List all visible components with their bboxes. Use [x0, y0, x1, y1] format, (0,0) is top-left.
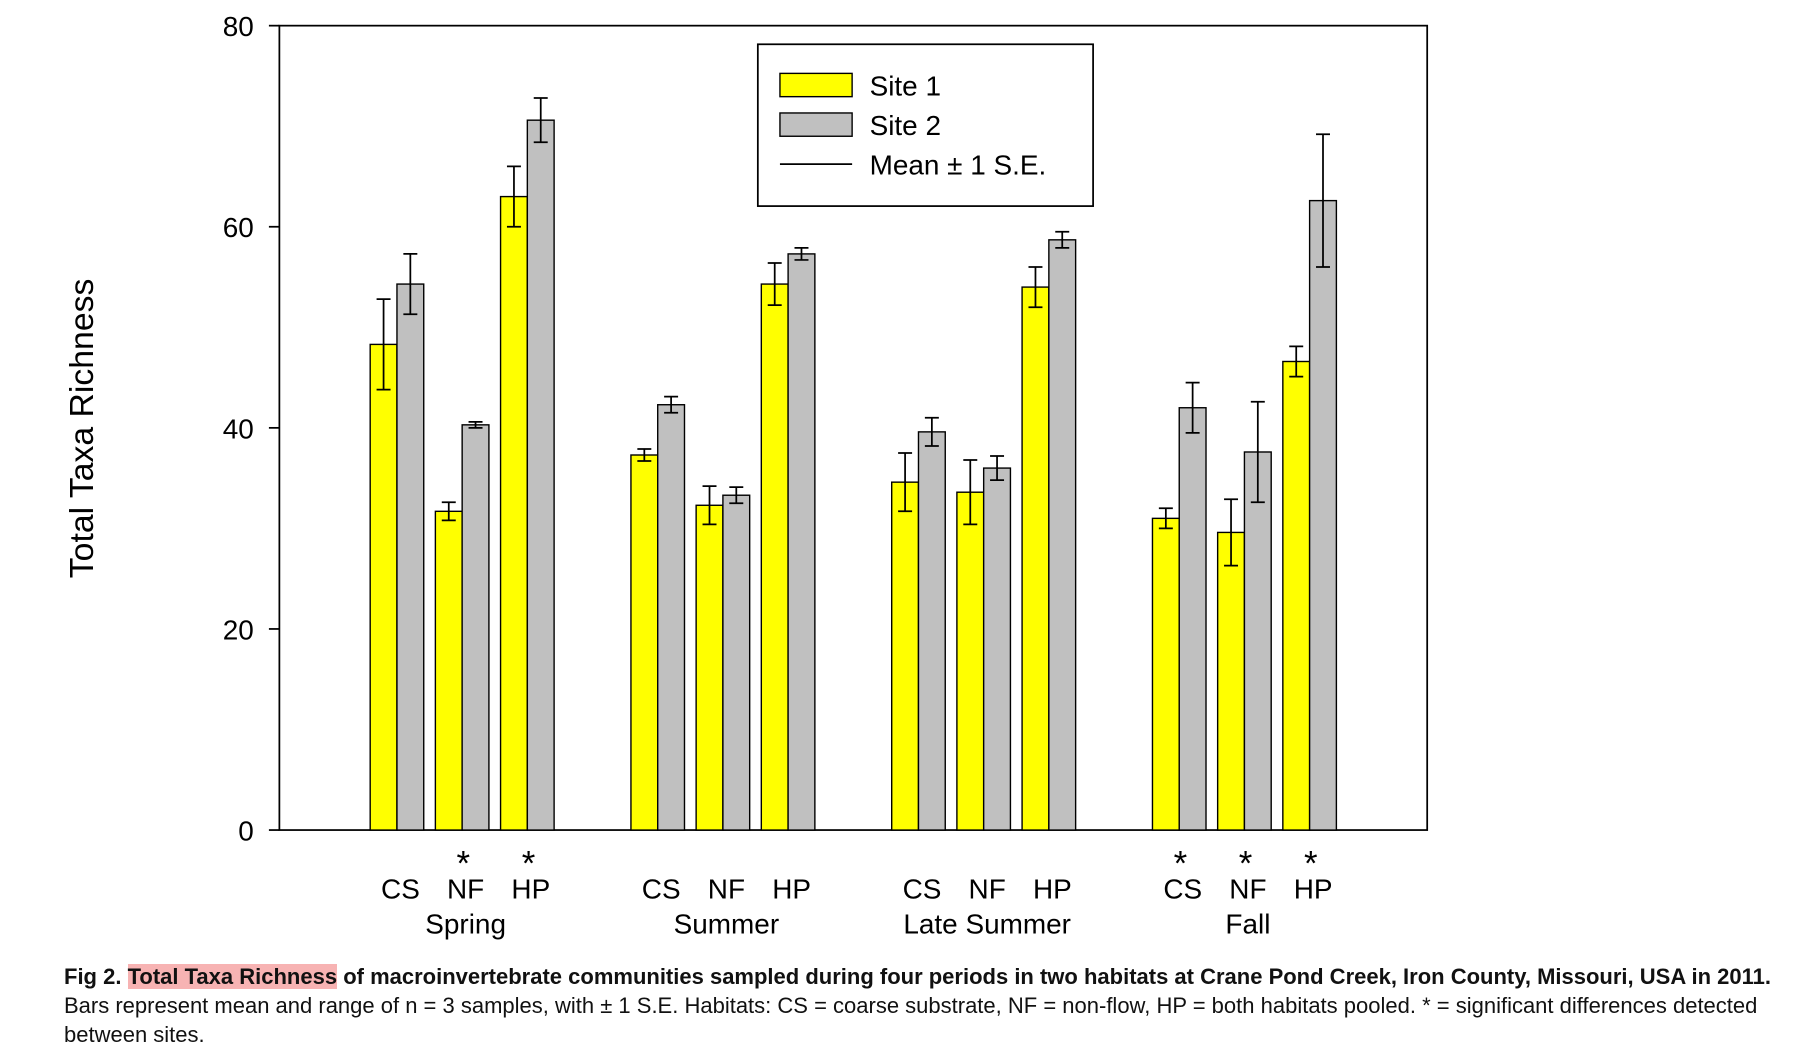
y-tick-label: 0 — [238, 816, 254, 847]
bar — [526, 119, 555, 831]
error-bar — [702, 485, 717, 526]
error-bar — [664, 395, 679, 414]
error-bar — [468, 420, 483, 429]
bar — [1178, 407, 1207, 831]
bar — [1048, 239, 1077, 831]
x-tick-label: NF — [447, 874, 484, 905]
group-label: Late Summer — [903, 909, 1071, 940]
y-axis-label: Total Taxa Richness — [63, 279, 101, 579]
bar — [434, 510, 463, 831]
bar — [1151, 517, 1180, 831]
caption-title: of macroinvertebrate communities sampled… — [343, 964, 1772, 989]
x-tick-label: HP — [1033, 874, 1072, 905]
y-tick-label: 40 — [223, 413, 254, 444]
error-bar — [441, 501, 456, 522]
error-bar — [1289, 345, 1304, 378]
bar — [1282, 360, 1311, 831]
bar — [630, 454, 659, 831]
error-bar — [376, 298, 391, 391]
bar — [956, 491, 985, 831]
bar — [695, 504, 724, 831]
error-bar — [767, 262, 782, 307]
error-bar — [924, 416, 939, 447]
legend-label: Site 2 — [870, 110, 941, 141]
error-bar — [533, 97, 548, 144]
y-tick-label: 80 — [223, 11, 254, 42]
error-bar — [403, 253, 418, 316]
group-label: Summer — [674, 909, 780, 940]
error-bar — [506, 165, 521, 228]
caption-text: Bars represent mean and range of n = 3 s… — [64, 993, 1758, 1047]
error-bar — [990, 455, 1005, 482]
bar — [1021, 286, 1050, 831]
x-tick-label: HP — [511, 874, 550, 905]
error-bar — [1224, 498, 1239, 567]
group-label: Spring — [425, 909, 506, 940]
significance-marker: * — [1239, 844, 1253, 883]
bar — [917, 431, 946, 831]
error-bar — [1158, 507, 1173, 530]
significance-marker: * — [522, 844, 536, 883]
significance-marker: * — [1304, 844, 1318, 883]
x-tick-label: NF — [708, 874, 745, 905]
bar — [722, 494, 751, 831]
bar — [461, 424, 490, 831]
error-bar — [637, 448, 652, 462]
bar — [1243, 451, 1272, 831]
caption-label: Fig 2. — [64, 964, 122, 989]
bar — [499, 195, 529, 831]
bar — [1216, 531, 1246, 831]
x-tick-label: HP — [1294, 874, 1333, 905]
error-bar — [898, 452, 913, 513]
error-bar — [1250, 400, 1265, 504]
x-tick-label: NF — [969, 874, 1006, 905]
y-tick-label: 20 — [223, 614, 254, 645]
bar — [369, 343, 398, 831]
caption: Fig 2. Total Taxa Richness of macroinver… — [64, 962, 1794, 1049]
x-tick-label: HP — [772, 874, 811, 905]
group-label: Fall — [1225, 909, 1270, 940]
x-tick-label: CS — [381, 874, 420, 905]
error-bar — [1316, 133, 1330, 268]
error-bar — [1028, 266, 1043, 309]
error-bar — [1185, 381, 1200, 434]
bar — [760, 283, 789, 831]
legend-label: Site 1 — [870, 71, 941, 102]
error-bar — [1055, 230, 1070, 249]
x-tick-label: CS — [903, 874, 942, 905]
legend-swatch — [779, 72, 853, 98]
caption-highlight: Total Taxa Richness — [127, 964, 338, 989]
x-tick-label: CS — [1163, 874, 1202, 905]
significance-marker: * — [1174, 844, 1188, 883]
bar — [1308, 199, 1338, 831]
x-tick-label: NF — [1229, 874, 1266, 905]
legend-swatch — [779, 112, 853, 137]
bar — [891, 481, 920, 831]
error-bar — [963, 459, 978, 526]
legend-label: Mean ± 1 S.E. — [870, 150, 1047, 181]
error-bar — [729, 486, 744, 505]
bar — [982, 467, 1012, 831]
bar — [787, 253, 816, 831]
bar — [657, 404, 686, 831]
bar — [396, 283, 425, 831]
y-tick-label: 60 — [223, 212, 254, 243]
x-tick-label: CS — [642, 874, 681, 905]
error-bar — [794, 246, 809, 261]
significance-marker: * — [457, 844, 471, 883]
